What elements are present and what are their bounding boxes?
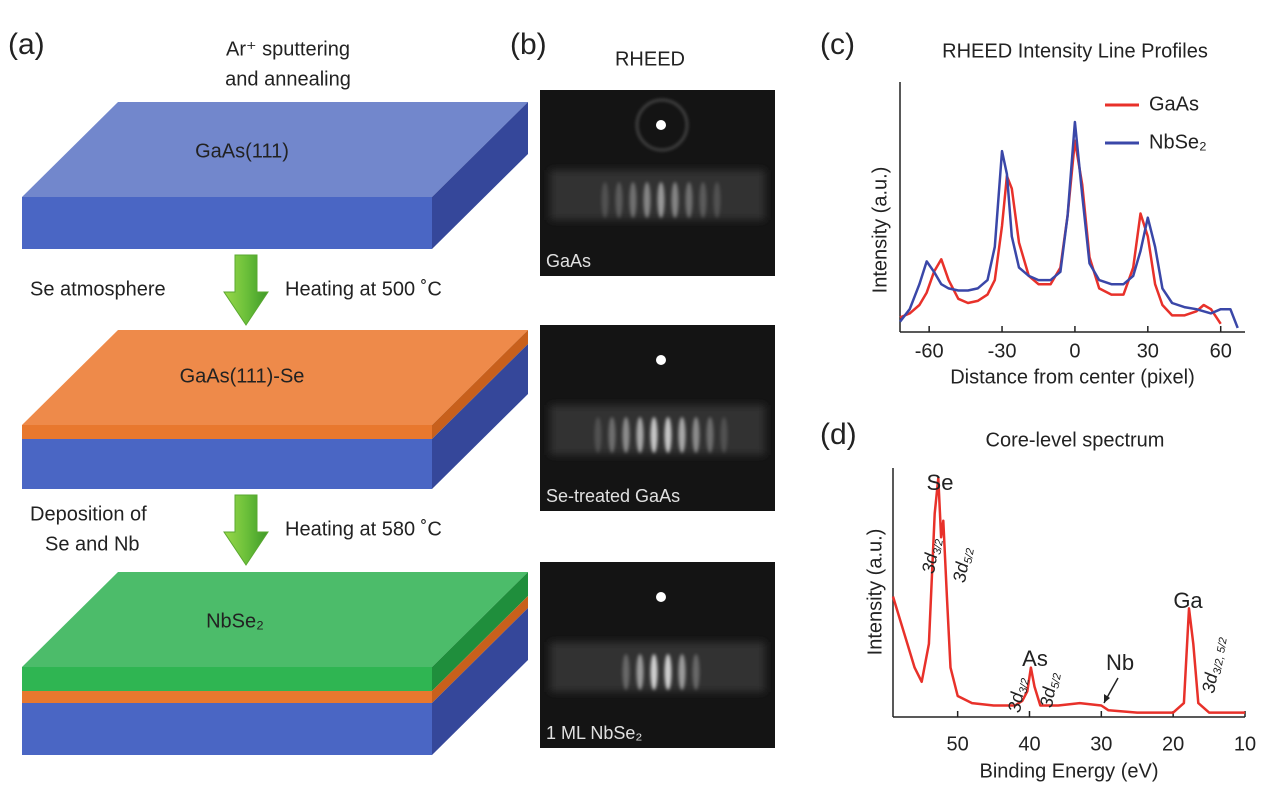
step-text: and annealing	[225, 68, 351, 90]
rheed-glow	[550, 170, 765, 220]
slab-front	[22, 667, 432, 691]
x-tick-label: 60	[1210, 340, 1232, 362]
annotation: 3d3/2	[1004, 675, 1032, 715]
rheed-streak	[665, 417, 672, 453]
rheed-streak	[658, 182, 665, 218]
rheed-spot	[656, 120, 666, 130]
annotation: Se	[927, 470, 954, 495]
layer-label: GaAs(111)	[195, 140, 289, 162]
annotation-text: Ga	[1173, 588, 1203, 613]
step-text: Heating at 580 ˚C	[285, 518, 442, 540]
panel-label: (a)	[8, 28, 45, 61]
y-axis-label: Intensity (a.u.)	[864, 529, 886, 656]
x-tick-label: 40	[1018, 733, 1040, 755]
rheed-streak	[616, 182, 623, 218]
slab-front	[22, 691, 432, 703]
rheed-streak	[693, 417, 700, 453]
step-text: Heating at 500 ˚C	[285, 278, 442, 300]
x-tick-label: 30	[1137, 340, 1159, 362]
step-text: Deposition of	[30, 503, 147, 525]
annotation: 3d5/2	[1036, 670, 1064, 710]
rheed-streak	[637, 654, 644, 690]
arrow	[224, 495, 268, 565]
x-tick-label: 50	[947, 733, 969, 755]
rheed-glow	[550, 642, 765, 692]
layer-diagram	[22, 102, 528, 755]
rheed-streak	[721, 417, 728, 453]
data-line	[900, 141, 1221, 324]
chart-title: RHEED Intensity Line Profiles	[942, 40, 1208, 62]
rheed-spot	[656, 355, 666, 365]
rheed-streak	[707, 417, 714, 453]
rheed-streak	[651, 417, 658, 453]
rheed-streak	[665, 654, 672, 690]
legend-label: GaAs	[1149, 93, 1199, 115]
rheed-streak	[623, 417, 630, 453]
annotation: Nb	[1106, 650, 1134, 675]
rheed-spot	[656, 592, 666, 602]
rheed-streak	[672, 182, 679, 218]
annotation-subscript: 3/2, 5/2	[1211, 636, 1229, 676]
legend-label: NbSe₂	[1149, 131, 1207, 153]
x-tick-label: 0	[1069, 340, 1080, 362]
annotation-text: As	[1022, 646, 1048, 671]
image-label: 1 ML NbSe₂	[546, 723, 642, 743]
rheed-streak	[714, 182, 721, 218]
panel-title: RHEED	[615, 48, 685, 70]
layer-label: GaAs(111)-Se	[180, 365, 305, 387]
slab-front	[22, 197, 432, 249]
chart-title: Core-level spectrum	[986, 429, 1165, 451]
rheed-images: GaAs Se-treated GaAs 1 ML NbSe₂	[540, 90, 775, 748]
layer-label: NbSe₂	[206, 610, 264, 632]
annotation: As	[1022, 646, 1048, 671]
rheed-streak	[630, 182, 637, 218]
annotation: Ga	[1173, 588, 1203, 613]
rheed-streak	[609, 417, 616, 453]
rheed-streak	[644, 182, 651, 218]
slab-front	[22, 439, 432, 489]
rheed-streak	[700, 182, 707, 218]
rheed-streak	[679, 654, 686, 690]
x-axis-label: Binding Energy (eV)	[980, 760, 1159, 782]
slab-front	[22, 425, 432, 439]
annotation-text: Se	[927, 470, 954, 495]
rheed-glow	[550, 405, 765, 455]
rheed-streak	[602, 182, 609, 218]
step-text: Se and Nb	[45, 533, 140, 555]
slab-front	[22, 703, 432, 755]
annotation-subscript: 5/2	[1049, 672, 1064, 690]
rheed-streak	[637, 417, 644, 453]
rheed-streak	[679, 417, 686, 453]
x-tick-label: 10	[1234, 733, 1256, 755]
panel-label: (b)	[510, 28, 547, 61]
image-label: GaAs	[546, 251, 591, 271]
y-axis-label: Intensity (a.u.)	[869, 167, 891, 294]
annotation: 3d5/2	[949, 545, 977, 585]
rheed-streak	[595, 417, 602, 453]
panel-label: (c)	[820, 28, 855, 61]
x-tick-label: -30	[988, 340, 1017, 362]
arrow	[224, 255, 268, 325]
x-axis-label: Distance from center (pixel)	[950, 366, 1195, 388]
step-text: Ar⁺ sputtering	[226, 38, 350, 60]
image-label: Se-treated GaAs	[546, 486, 680, 506]
rheed-streak	[686, 182, 693, 218]
annotation-text: Nb	[1106, 650, 1134, 675]
rheed-streak	[623, 654, 630, 690]
annotation: 3d3/2	[918, 536, 946, 576]
annotation-subscript: 3/2	[1017, 677, 1032, 695]
rheed-streak	[651, 654, 658, 690]
panel-label: (d)	[820, 418, 857, 451]
figure: (a) Ar⁺ sputtering and annealing GaAs(11…	[0, 0, 1262, 786]
x-tick-label: 20	[1162, 733, 1184, 755]
annotation-subscript: 5/2	[962, 547, 977, 565]
step-text: Se atmosphere	[30, 278, 166, 300]
rheed-streak	[693, 654, 700, 690]
annotation: 3d3/2, 5/2	[1198, 634, 1230, 695]
x-tick-label: -60	[915, 340, 944, 362]
x-tick-label: 30	[1090, 733, 1112, 755]
